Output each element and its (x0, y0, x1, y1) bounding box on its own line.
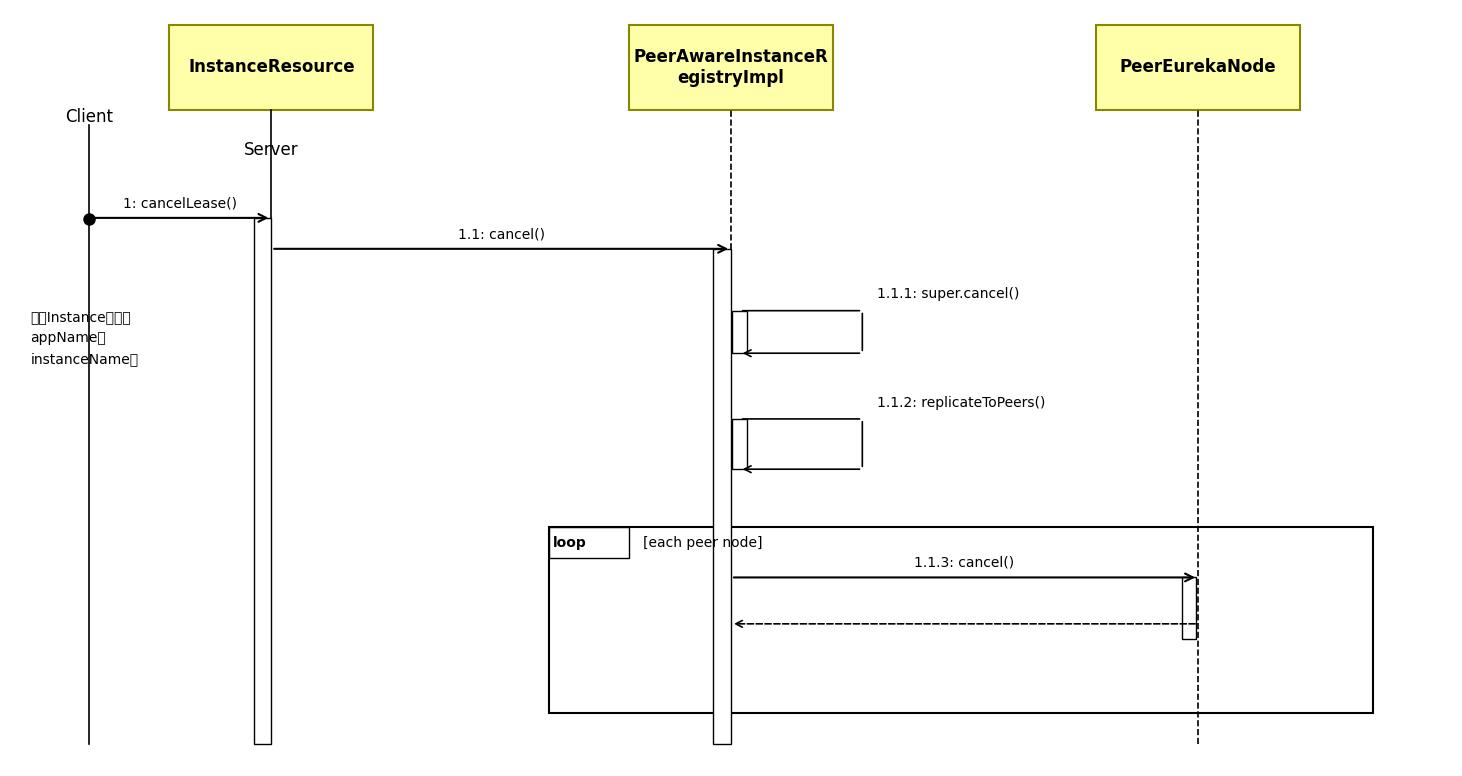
Text: 1.1.2: replicateToPeers(): 1.1.2: replicateToPeers() (877, 396, 1045, 410)
Text: 1.1: cancel(): 1.1: cancel() (458, 227, 545, 241)
Bar (1181, 577, 1196, 639)
Text: PeerAwareInstanceR
egistryImpl: PeerAwareInstanceR egistryImpl (633, 47, 829, 86)
Bar (713, 249, 731, 743)
Text: 1.1.1: super.cancel(): 1.1.1: super.cancel() (877, 287, 1019, 301)
Bar (170, 25, 373, 109)
Text: Server: Server (244, 140, 298, 158)
Bar (548, 527, 1373, 712)
Text: loop: loop (553, 535, 586, 549)
Text: PeerEurekaNode: PeerEurekaNode (1120, 58, 1276, 76)
Bar (1096, 25, 1300, 109)
Text: 1: cancelLease(): 1: cancelLease() (123, 196, 237, 210)
Bar (629, 25, 833, 109)
Text: 传入Instance信息：
appName、
instanceName等: 传入Instance信息： appName、 instanceName等 (31, 310, 139, 365)
Text: InstanceResource: InstanceResource (189, 58, 355, 76)
Bar (732, 419, 747, 469)
Text: 1.1.3: cancel(): 1.1.3: cancel() (914, 556, 1015, 570)
Text: [each peer node]: [each peer node] (643, 535, 763, 549)
Bar (732, 310, 747, 353)
Bar (254, 218, 272, 743)
Bar (548, 527, 629, 558)
Text: Client: Client (64, 109, 113, 126)
